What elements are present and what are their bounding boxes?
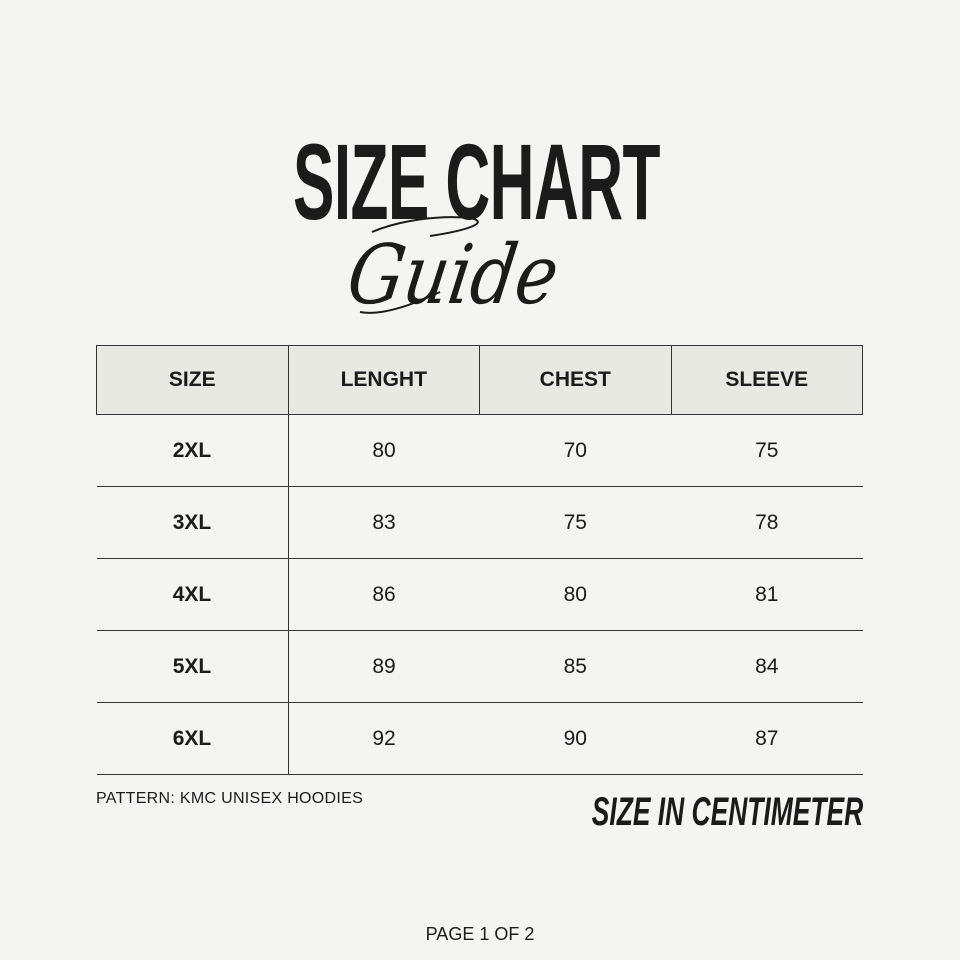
column-header-sleeve: SLEEVE [670,345,863,415]
sleeve-cell: 84 [671,630,863,703]
table-row: 5XL 89 85 84 [96,630,863,703]
length-cell: 92 [288,702,480,775]
chest-cell: 70 [479,414,671,487]
size-cell: 3XL [96,486,289,559]
table-row: 3XL 83 75 78 [96,486,863,559]
pattern-label: PATTERN: KMC UNISEX HOODIES [96,790,364,807]
sleeve-cell: 81 [671,558,863,631]
size-table: SIZE LENGHT CHEST SLEEVE 2XL 80 70 75 3X… [96,345,863,775]
chest-cell: 85 [479,630,671,703]
page-indicator: PAGE 1 OF 2 [425,924,535,944]
title-script-subtitle: Guide [341,228,565,323]
length-cell: 89 [288,630,480,703]
length-cell: 86 [288,558,480,631]
sleeve-cell: 75 [671,414,863,487]
size-cell: 6XL [96,702,289,775]
length-cell: 83 [288,486,480,559]
length-cell: 80 [288,414,480,487]
column-header-length: LENGHT [287,345,480,415]
column-header-size: SIZE [96,345,289,415]
table-row: 6XL 92 90 87 [96,702,863,775]
unit-note: SIZE IN CENTIMETER [591,790,863,834]
chest-cell: 80 [479,558,671,631]
page-title: SIZE CHART [293,121,665,242]
size-cell: 2XL [96,414,289,487]
size-cell: 4XL [96,558,289,631]
sleeve-cell: 78 [671,486,863,559]
table-row: 2XL 80 70 75 [96,414,863,487]
size-cell: 5XL [96,630,289,703]
title-text: SIZE CHART [293,121,660,242]
table-header-row: SIZE LENGHT CHEST SLEEVE [96,345,863,415]
chest-cell: 90 [479,702,671,775]
table-row: 4XL 86 80 81 [96,558,863,631]
column-header-chest: CHEST [479,345,672,415]
sleeve-cell: 87 [671,702,863,775]
chest-cell: 75 [479,486,671,559]
